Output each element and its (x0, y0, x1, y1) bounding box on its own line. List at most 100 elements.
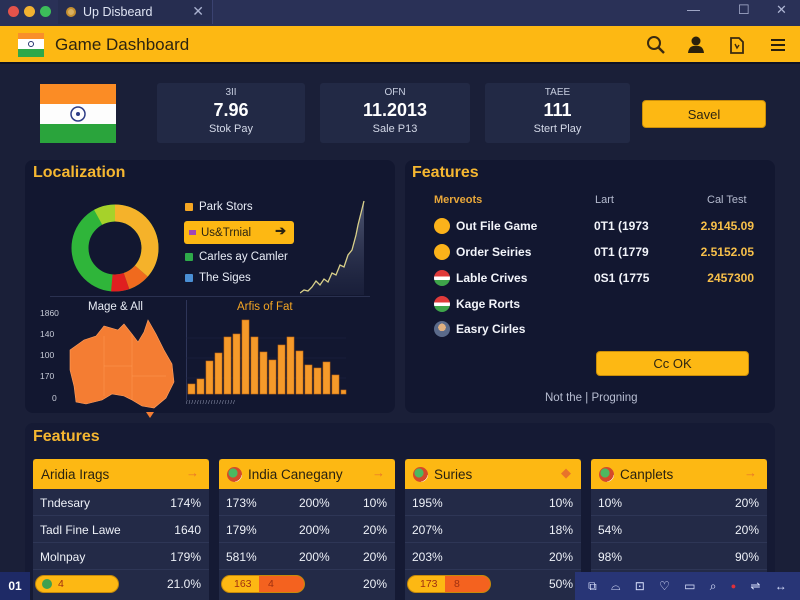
cell: 98% (598, 550, 623, 564)
feature-row[interactable]: Out File Game 0T1 (1973 2.9145.09 (434, 216, 754, 236)
feature-row[interactable]: Kage Rorts (434, 294, 754, 314)
yellow-dot-icon (434, 218, 450, 234)
card-row: 581% 200% 20% (219, 543, 395, 570)
page-number[interactable]: 01 (0, 572, 30, 600)
feature-cal: 2457300 (707, 271, 754, 285)
card-title: Canplets (620, 466, 674, 482)
feature-last: 0T1 (1973 (594, 219, 649, 233)
window-icon[interactable]: ⧉ (588, 578, 597, 593)
cell: 200% (299, 550, 330, 564)
card-row: 173% 200% 10% (219, 489, 395, 516)
menu-icon[interactable] (768, 35, 788, 55)
window-titlebar: Up Disbeard ✕ — ☐ ✕ (0, 0, 800, 26)
card-title: Suries (434, 466, 473, 482)
feature-card-aridia: Aridia Irags → Tndesary 174% Tadl Fine L… (33, 459, 209, 600)
card-header[interactable]: Canplets → (591, 459, 767, 489)
feature-last: 0S1 (1775 (594, 271, 650, 285)
legend-item-carles[interactable]: Carles ay Camler (185, 251, 288, 263)
pill-value: 4 (268, 578, 274, 590)
progress-pill[interactable]: 173 8 (407, 575, 491, 593)
cell: Tndesary (40, 496, 91, 510)
zoom-window-dot[interactable] (40, 6, 51, 17)
expand-icon[interactable]: ↔ (774, 579, 787, 593)
taskbar: ⧉ ⌓ ⊡ ♡ ▭ ⌕ ● ⇌ ↔ (575, 572, 800, 600)
tab-close-icon[interactable]: ✕ (192, 3, 204, 19)
card-header[interactable]: India Canegany → (219, 459, 395, 489)
diamond-icon[interactable]: ◆ (561, 465, 571, 480)
feature-row[interactable]: Easry Cirles (434, 319, 754, 339)
progress-pill[interactable]: 4 (35, 575, 119, 593)
cell: 10% (598, 496, 623, 510)
save-button[interactable]: Savel (642, 100, 766, 128)
feature-name: Kage Rorts (456, 297, 521, 311)
yellow-dot-icon (434, 244, 450, 260)
card-row: 179% 200% 20% (219, 516, 395, 543)
minimize-window-dot[interactable] (24, 6, 35, 17)
cell: 174% (170, 496, 201, 510)
user-icon[interactable] (686, 35, 706, 55)
cell: 179% (170, 550, 201, 564)
screen-icon[interactable]: ⊡ (634, 579, 645, 593)
bar-chart-title: Arfis of Fat (237, 301, 293, 313)
axis-label: 170 (40, 371, 55, 381)
close-window-dot[interactable] (8, 6, 19, 17)
arrow-right-icon[interactable]: → (186, 465, 199, 480)
arrow-right-icon[interactable]: → (744, 465, 757, 480)
cell: 50% (548, 577, 573, 591)
card-header[interactable]: Aridia Irags → (33, 459, 209, 489)
cell: 90% (734, 550, 759, 564)
features-footer: Not the | Progning (545, 392, 638, 404)
network-icon[interactable]: ⇌ (750, 579, 761, 593)
cell: 20% (734, 523, 759, 537)
arrow-right-icon[interactable]: → (372, 465, 385, 480)
cell: 20% (548, 550, 573, 564)
card-row: 207% 18% (405, 516, 581, 543)
stat-label: 3II (225, 87, 237, 98)
cloud-icon[interactable]: ⌓ (610, 578, 621, 593)
cell: 200% (299, 496, 330, 510)
close-icon[interactable]: ✕ (776, 2, 787, 17)
feature-cal: 2.5152.05 (700, 245, 754, 259)
stat-sub: Stert Play (533, 123, 582, 135)
stat-value: 11.2013 (362, 100, 428, 120)
record-icon[interactable]: ● (730, 581, 737, 591)
game-icon (599, 466, 614, 482)
svg-text:/ / / / / / / / / / / / / / /: / / / / / / / / / / / / / / / / / / (186, 400, 235, 406)
card-row: Molnpay 179% (33, 543, 209, 570)
bottom-features-title: Features (33, 428, 100, 445)
card-row: 163 4 20% (219, 570, 395, 597)
maximize-icon[interactable]: ☐ (738, 2, 750, 17)
search-icon[interactable] (646, 35, 666, 55)
location-icon[interactable]: ♡ (659, 579, 670, 593)
india-flag-large (40, 84, 116, 143)
cell: 20% (362, 577, 387, 591)
search-icon[interactable]: ⌕ (709, 578, 717, 593)
legend-swatch (185, 253, 193, 261)
stat-label: OFN (384, 87, 406, 98)
card-header[interactable]: Suries ◆ (405, 459, 581, 489)
feature-row[interactable]: Lable Crives 0S1 (1775 2457300 (434, 268, 754, 288)
minimize-icon[interactable]: — (687, 2, 700, 17)
ok-button[interactable]: Cc OK (596, 351, 749, 376)
browser-tab[interactable]: Up Disbeard ✕ (58, 0, 213, 24)
localization-title: Localization (33, 164, 126, 181)
feature-name: Out File Game (456, 219, 538, 233)
pill-value: 163 (234, 578, 252, 590)
folder-icon[interactable]: ▭ (684, 579, 696, 593)
document-icon[interactable] (727, 35, 747, 55)
legend-item-the-siges[interactable]: The Siges (185, 272, 251, 284)
feature-name: Lable Crives (456, 271, 528, 285)
flag-icon (434, 296, 450, 312)
features-title: Features (412, 164, 479, 181)
stat-label: TAEE (544, 87, 571, 98)
card-row: 195% 10% (405, 489, 581, 516)
stat-value: 111 (543, 100, 572, 120)
progress-pill[interactable]: 163 4 (221, 575, 305, 593)
traffic-lights (8, 6, 51, 17)
feature-row[interactable]: Order Seiries 0T1 (1779 2.5152.05 (434, 242, 754, 262)
feature-name: Order Seiries (456, 245, 532, 259)
legend-item-highlighted[interactable]: Us&Trnial ➔ (184, 221, 294, 244)
legend-item-park-stors[interactable]: Park Stors (185, 201, 253, 213)
cell: 20% (362, 523, 387, 537)
arrow-right-icon: ➔ (275, 223, 286, 238)
